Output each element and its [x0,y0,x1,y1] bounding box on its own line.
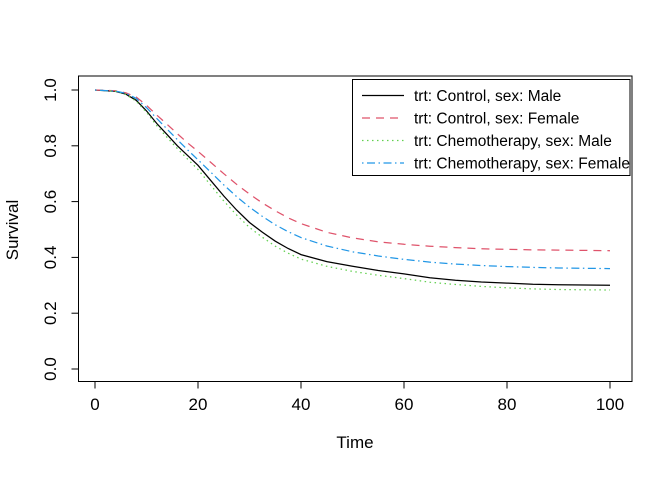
plot-box [78,75,633,382]
legend-item-label-1: trt: Control, sex: Female [414,111,579,128]
series-line-2 [94,89,611,291]
y-tick-label: 0.0 [41,357,60,381]
series-line-1 [94,89,611,252]
x-axis-title: Time [336,433,373,452]
series-line-3 [94,89,611,270]
y-axis-title: Survival [3,200,22,260]
plot-layer: 0 20 40 60 80 100 0.0 0.2 0.4 0.6 0.8 1.0 trt: Contr… [41,75,633,414]
legend-item-label-0: trt: Control, sex: Male [414,88,561,105]
y-tick-label: 0.4 [41,246,60,270]
x-tick-label: 60 [395,395,414,414]
series-line-0 [94,89,611,286]
y-tick-label: 0.6 [41,190,60,214]
x-tick-label: 80 [498,395,517,414]
x-tick-label: 40 [292,395,311,414]
legend-item-label-3: trt: Chemotherapy, sex: Female [414,156,630,173]
y-tick-label: 0.2 [41,301,60,325]
x-tick-label: 0 [90,395,99,414]
legend-item-label-2: trt: Chemotherapy, sex: Male [414,133,612,150]
x-tick-label: 100 [596,395,624,414]
x-tick-label: 20 [189,395,208,414]
y-tick-label: 1.0 [41,78,60,102]
y-tick-label: 0.8 [41,134,60,158]
